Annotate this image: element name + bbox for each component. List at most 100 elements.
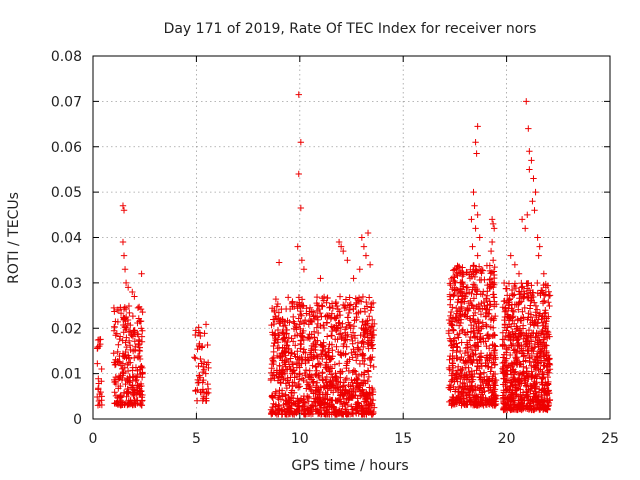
data-point [288, 300, 296, 307]
data-point [362, 325, 369, 333]
data-point [298, 256, 306, 264]
data-point [280, 335, 288, 342]
data-point [365, 345, 372, 352]
data-point [449, 285, 456, 293]
data-point [342, 386, 350, 394]
data-point [296, 383, 303, 390]
data-point [272, 388, 279, 395]
data-point [341, 400, 348, 408]
data-point [139, 308, 146, 316]
data-point [276, 392, 283, 399]
data-point [492, 400, 500, 408]
data-point [368, 400, 376, 407]
data-point [471, 273, 479, 281]
data-point [342, 296, 350, 303]
data-point [366, 261, 374, 268]
data-point [284, 374, 291, 382]
data-point [306, 304, 314, 311]
data-point [535, 366, 542, 374]
data-point [136, 391, 144, 398]
data-point [343, 362, 350, 369]
data-point [486, 306, 493, 313]
data-point [500, 375, 508, 382]
data-point [355, 345, 362, 353]
data-point [112, 373, 119, 381]
data-point [315, 329, 322, 337]
data-point [334, 378, 342, 385]
data-point [469, 302, 476, 309]
data-point [542, 309, 549, 316]
data-point [488, 216, 496, 223]
data-point [528, 374, 535, 381]
data-point [354, 376, 362, 384]
data-point [474, 393, 482, 401]
data-point [348, 376, 355, 384]
data-point [366, 312, 373, 320]
data-point [500, 298, 508, 305]
data-point [504, 313, 511, 320]
data-point [453, 304, 460, 312]
data-point [192, 331, 199, 339]
data-point [333, 302, 341, 310]
data-point [319, 376, 326, 383]
data-point [283, 356, 290, 363]
data-point [463, 371, 470, 378]
data-point [296, 364, 303, 371]
data-point [514, 325, 521, 332]
data-point [491, 380, 498, 388]
data-point [319, 377, 327, 384]
data-point [523, 394, 530, 401]
data-point [530, 348, 537, 355]
y-tick-label: 0.04 [51, 231, 82, 247]
data-point [450, 327, 457, 334]
data-point [290, 325, 298, 333]
data-point [500, 336, 508, 343]
data-point [515, 339, 522, 347]
data-point [332, 385, 340, 392]
data-point [286, 305, 294, 313]
data-point [470, 295, 478, 302]
data-point [489, 256, 497, 264]
data-point [313, 314, 321, 321]
data-point [274, 377, 282, 384]
data-point [196, 372, 203, 380]
data-point [460, 386, 468, 393]
data-point [466, 337, 473, 344]
data-point [289, 395, 297, 402]
data-point [311, 334, 318, 342]
data-point [535, 343, 542, 350]
data-point [291, 320, 298, 327]
data-point [474, 362, 481, 370]
data-point [203, 361, 210, 368]
data-point [471, 400, 479, 408]
data-point [129, 367, 136, 374]
data-point [527, 311, 535, 318]
data-point [136, 344, 143, 351]
data-point [195, 379, 202, 386]
data-point [514, 406, 522, 413]
data-point [481, 388, 488, 395]
data-point [447, 312, 454, 320]
data-point [328, 332, 336, 340]
data-point [328, 323, 335, 330]
data-point [483, 295, 490, 302]
data-point [337, 398, 344, 405]
data-point [322, 400, 329, 407]
data-point [524, 393, 531, 400]
data-point [305, 357, 313, 364]
data-point [370, 404, 378, 411]
data-point [318, 313, 325, 320]
data-point [312, 363, 320, 371]
data-point [448, 321, 455, 329]
data-point [126, 309, 133, 317]
data-point [270, 354, 277, 361]
data-point [342, 304, 350, 312]
data-point [334, 305, 342, 313]
data-point [344, 401, 351, 409]
data-point [116, 333, 124, 340]
data-point [478, 391, 485, 398]
data-point [470, 351, 477, 359]
data-point [322, 353, 329, 360]
y-tick-label: 0.03 [51, 276, 82, 292]
data-point [368, 356, 375, 364]
